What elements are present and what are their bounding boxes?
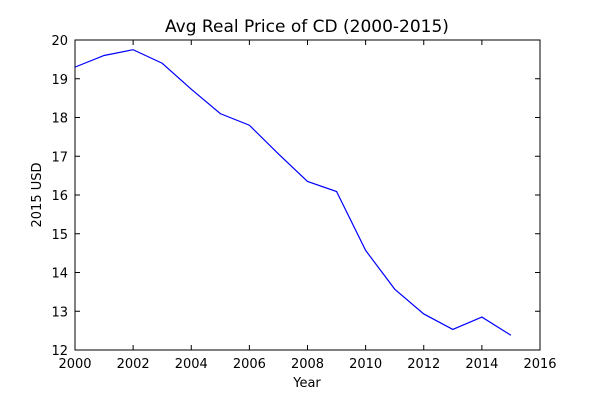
x-tick-label: 2014 <box>465 357 498 372</box>
x-tick-label: 2016 <box>523 357 556 372</box>
series-line <box>74 49 512 336</box>
y-tick-label: 20 <box>51 34 68 49</box>
y-tick-label: 18 <box>51 112 68 127</box>
y-tick-label: 14 <box>51 267 68 282</box>
y-tick-label: 15 <box>51 228 68 243</box>
y-tick-label: 17 <box>51 150 68 165</box>
x-tick-label: 2012 <box>407 357 440 372</box>
y-tick-label: 13 <box>51 305 68 320</box>
y-tick-label: 19 <box>51 73 68 88</box>
x-tick-label: 2000 <box>58 357 91 372</box>
y-tick-label: 16 <box>51 189 68 204</box>
x-axis: 2000 2002 2004 2006 2008 2010 2012 2014 2016 <box>58 40 557 372</box>
x-tick-label: 2004 <box>175 357 208 372</box>
x-tick-label: 2002 <box>117 357 150 372</box>
y-tick-label: 12 <box>51 344 68 359</box>
plot-frame <box>74 39 541 351</box>
x-tick-label: 2010 <box>349 357 382 372</box>
plot-area <box>74 39 541 351</box>
chart-title: Avg Real Price of CD (2000-2015) <box>165 17 449 37</box>
x-axis-label: Year <box>292 376 321 391</box>
x-tick-label: 2006 <box>233 357 266 372</box>
x-tick-label: 2008 <box>291 357 324 372</box>
y-axis-label: 2015 USD <box>30 163 45 228</box>
y-axis: 12 13 14 15 16 17 18 19 20 <box>51 34 540 359</box>
series-layer <box>74 49 512 336</box>
